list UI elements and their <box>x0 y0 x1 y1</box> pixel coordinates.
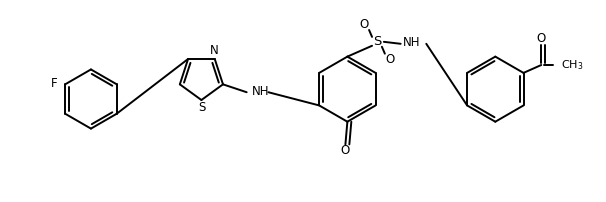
Text: NH: NH <box>251 85 269 98</box>
Text: NH: NH <box>403 36 420 49</box>
Text: O: O <box>359 18 369 31</box>
Text: CH$_3$: CH$_3$ <box>561 58 584 72</box>
Text: O: O <box>341 144 350 157</box>
Text: N: N <box>210 44 218 57</box>
Text: O: O <box>537 32 546 45</box>
Text: F: F <box>51 77 58 90</box>
Text: O: O <box>385 53 395 66</box>
Text: S: S <box>199 101 206 114</box>
Text: S: S <box>373 35 381 48</box>
